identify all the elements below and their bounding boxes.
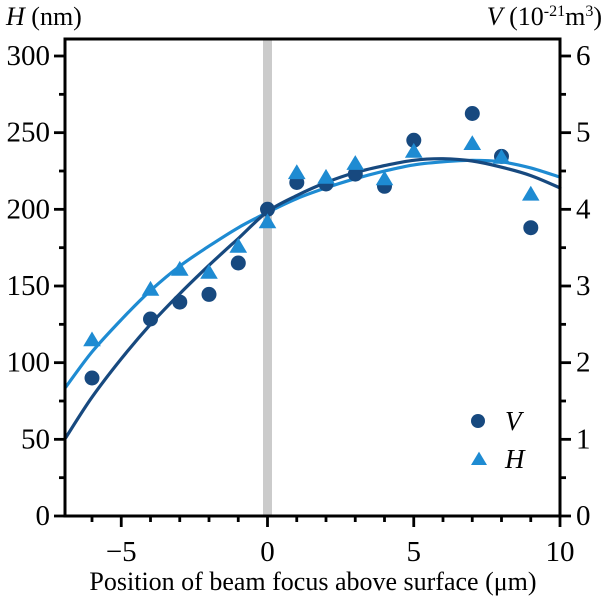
- left-tick-label: 300: [7, 40, 51, 72]
- legend-label: V: [505, 406, 525, 436]
- h-data-point: [258, 213, 277, 229]
- left-tick-label: 150: [7, 270, 51, 302]
- h-data-point: [463, 135, 482, 150]
- h-data-point: [375, 170, 394, 186]
- legend-label: H: [504, 444, 526, 474]
- v-data-point: [347, 166, 363, 182]
- right-axis-title: V (10-21m3): [486, 2, 602, 31]
- left-axis-title: H (nm): [6, 2, 82, 31]
- legend-circle-marker: [471, 414, 485, 428]
- h-data-point: [492, 149, 511, 164]
- h-data-point: [170, 260, 189, 276]
- legend: VH: [471, 406, 526, 474]
- v-data-point: [464, 106, 480, 121]
- x-tick-label: −5: [106, 536, 137, 568]
- h-data-point: [346, 155, 365, 170]
- v-data-point: [523, 220, 539, 236]
- h-data-point: [317, 168, 335, 184]
- right-tick-label: 1: [576, 423, 591, 455]
- h-data-point: [83, 331, 101, 347]
- left-tick-label: 0: [36, 500, 51, 532]
- left-tick-label: 100: [7, 347, 51, 379]
- v-data-point: [230, 255, 246, 271]
- h-data-point: [287, 164, 306, 180]
- fit-curves: [64, 157, 562, 440]
- right-tick-label: 5: [576, 117, 591, 149]
- v-fit-curve: [64, 157, 562, 440]
- v-data-point: [201, 286, 217, 302]
- right-tick-label: 0: [576, 500, 591, 532]
- v-data-point: [406, 132, 422, 148]
- right-axis-variable: V: [486, 2, 503, 31]
- v-data-point: [143, 311, 158, 327]
- x-tick-label: 5: [407, 536, 422, 568]
- axis-ticks: [54, 54, 571, 527]
- x-axis-title: Position of beam focus above surface (μm…: [89, 567, 537, 596]
- plot-frame: [63, 37, 562, 518]
- h-data-point: [404, 142, 423, 158]
- h-data-point: [200, 264, 218, 279]
- right-axis-cubed: 3: [585, 3, 594, 21]
- h-data-point: [229, 237, 248, 253]
- v-data-point: [260, 201, 275, 217]
- x-tick-label: 0: [260, 536, 275, 568]
- h-fit-curve: [64, 158, 562, 389]
- right-tick-label: 3: [576, 270, 591, 302]
- legend-triangle-marker: [471, 451, 487, 465]
- zero-position-band: [263, 39, 272, 516]
- v-data-point: [172, 294, 188, 310]
- right-tick-label: 6: [576, 40, 591, 72]
- right-tick-label: 2: [576, 347, 591, 379]
- h-series-points: [83, 135, 540, 347]
- left-axis-unit: (nm): [24, 2, 82, 31]
- h-data-point: [141, 280, 160, 296]
- left-axis-variable: H: [6, 2, 25, 31]
- left-tick-label: 50: [21, 423, 50, 455]
- v-data-point: [84, 370, 100, 386]
- x-tick-label: 10: [546, 536, 575, 568]
- right-tick-label: 4: [576, 193, 591, 225]
- right-axis-exponent: -21: [543, 3, 566, 21]
- left-tick-label: 250: [7, 117, 51, 149]
- h-data-point: [522, 185, 540, 201]
- left-tick-label: 200: [7, 193, 51, 225]
